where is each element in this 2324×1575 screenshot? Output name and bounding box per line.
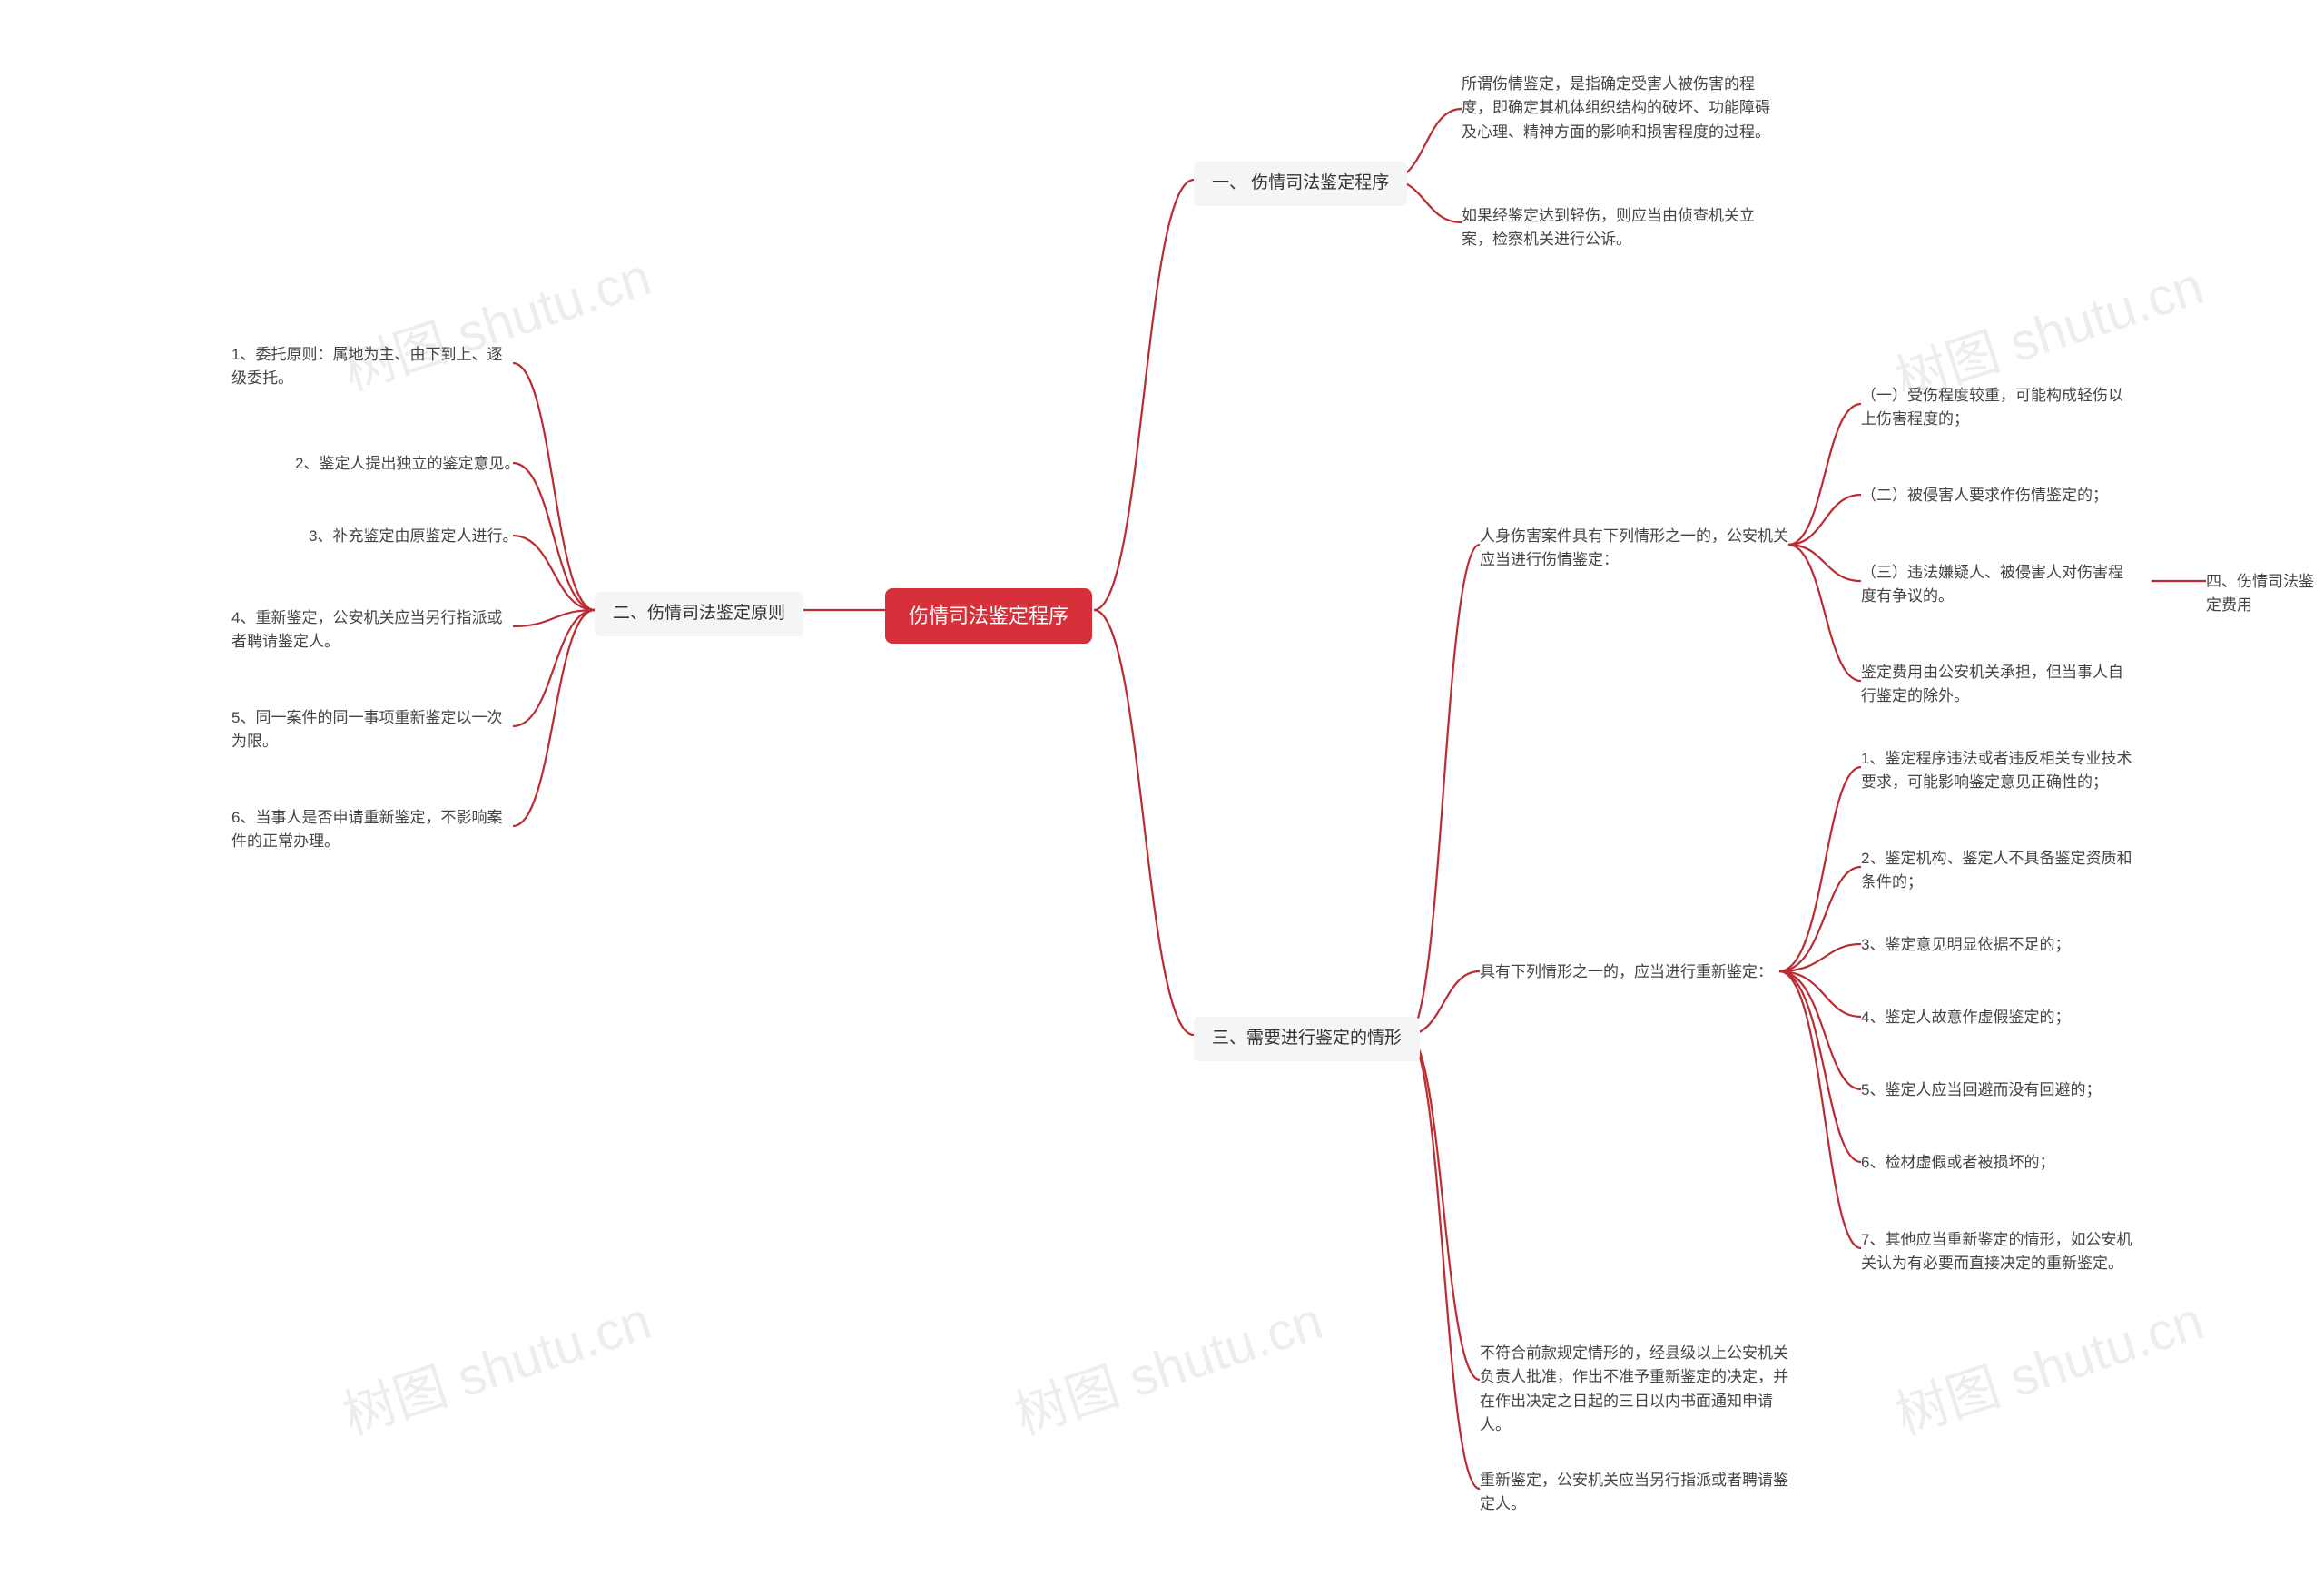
leaf-node: 6、检材虚假或者被损坏的； [1861, 1151, 2054, 1175]
leaf-node: 所谓伤情鉴定，是指确定受害人被伤害的程度，即确定其机体组织结构的破坏、功能障碍及… [1462, 73, 1770, 144]
leaf-node: 1、鉴定程序违法或者违反相关专业技术要求，可能影响鉴定意见正确性的； [1861, 747, 2133, 795]
leaf-node: 7、其他应当重新鉴定的情形，如公安机关认为有必要而直接决定的重新鉴定。 [1861, 1228, 2133, 1276]
branch-section-3[interactable]: 三、需要进行鉴定的情形 [1194, 1017, 1420, 1061]
leaf-node: 人身伤害案件具有下列情形之一的，公安机关应当进行伤情鉴定： [1480, 525, 1788, 573]
leaf-node: 2、鉴定人提出独立的鉴定意见。 [295, 452, 519, 476]
leaf-node: 不符合前款规定情形的，经县级以上公安机关负责人批准，作出不准予重新鉴定的决定，并… [1480, 1342, 1788, 1437]
leaf-node: 如果经鉴定达到轻伤，则应当由侦查机关立案，检察机关进行公诉。 [1462, 204, 1770, 252]
leaf-node: （一）受伤程度较重，可能构成轻伤以上伤害程度的； [1861, 384, 2133, 432]
branch-section-2[interactable]: 二、伤情司法鉴定原则 [595, 592, 803, 636]
leaf-node: 4、重新鉴定，公安机关应当另行指派或者聘请鉴定人。 [231, 606, 504, 655]
leaf-node: 3、鉴定意见明显依据不足的； [1861, 933, 2070, 957]
leaf-node: 5、鉴定人应当回避而没有回避的； [1861, 1078, 2101, 1102]
branch-section-1[interactable]: 一、 伤情司法鉴定程序 [1194, 162, 1407, 206]
leaf-node: 鉴定费用由公安机关承担，但当事人自行鉴定的除外。 [1861, 661, 2133, 709]
root-node[interactable]: 伤情司法鉴定程序 [885, 588, 1092, 644]
watermark: 树图 shutu.cn [332, 1278, 659, 1449]
leaf-node: 4、鉴定人故意作虚假鉴定的； [1861, 1006, 2070, 1029]
leaf-node: 重新鉴定，公安机关应当另行指派或者聘请鉴定人。 [1480, 1469, 1788, 1517]
leaf-node: 1、委托原则：属地为主、由下到上、逐级委托。 [231, 343, 504, 391]
leaf-node-section-4: 四、伤情司法鉴定费用 [2206, 570, 2324, 618]
leaf-node: 5、同一案件的同一事项重新鉴定以一次为限。 [231, 706, 504, 754]
leaf-node: 6、当事人是否申请重新鉴定，不影响案件的正常办理。 [231, 806, 504, 854]
leaf-node: 3、补充鉴定由原鉴定人进行。 [309, 525, 517, 548]
watermark: 树图 shutu.cn [1004, 1278, 1331, 1449]
leaf-node: （三）违法嫌疑人、被侵害人对伤害程度有争议的。 [1861, 561, 2133, 609]
leaf-node: 2、鉴定机构、鉴定人不具备鉴定资质和条件的； [1861, 847, 2133, 895]
watermark: 树图 shutu.cn [1885, 1278, 2211, 1449]
leaf-node: 具有下列情形之一的，应当进行重新鉴定： [1480, 960, 1773, 984]
leaf-node: （二）被侵害人要求作伤情鉴定的； [1861, 484, 2108, 507]
